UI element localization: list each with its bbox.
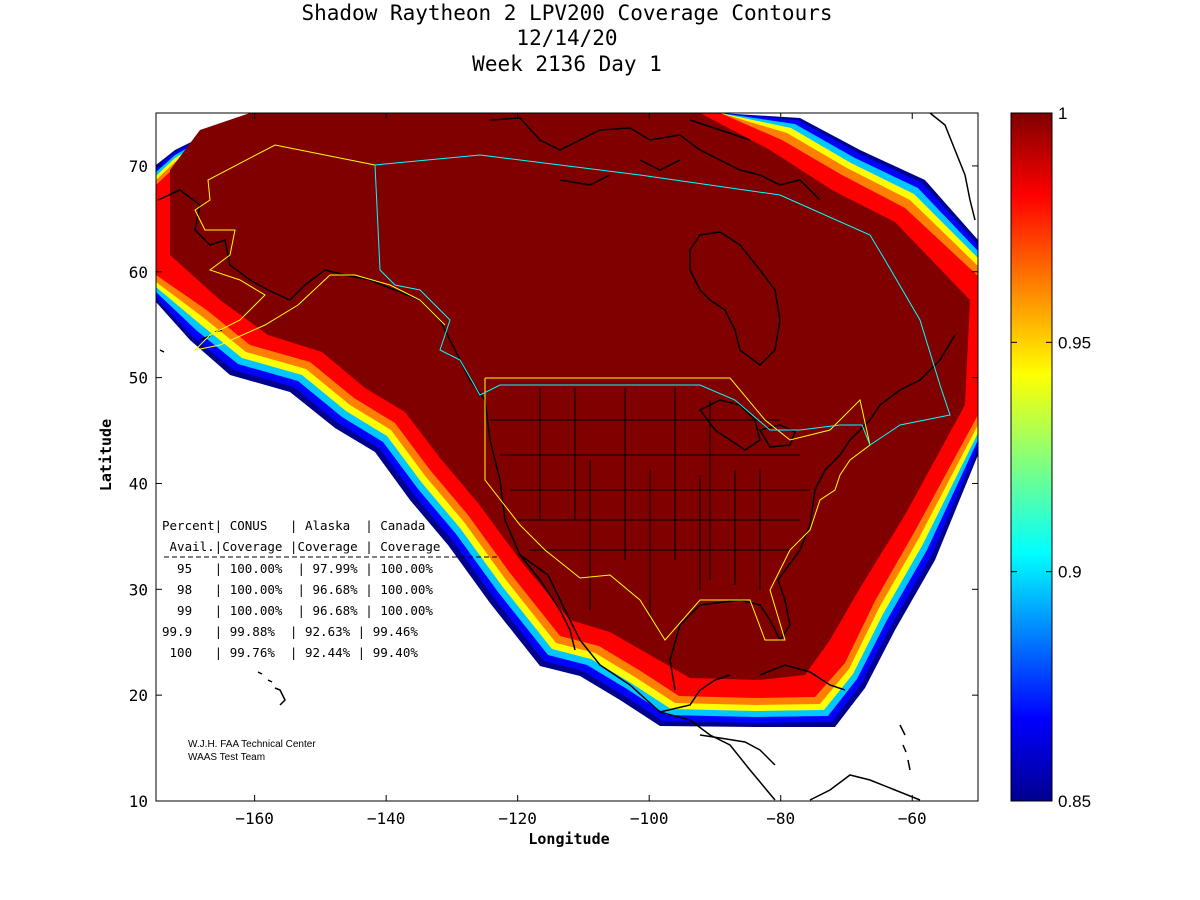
table-row: 100 | 99.76% | 92.44% | 99.40% <box>162 645 418 660</box>
south-america-coast <box>809 774 921 801</box>
arctic-islands <box>489 117 821 201</box>
baja-california <box>519 554 576 651</box>
colorbar-ticks: 1 0.95 0.9 0.85 <box>1011 104 1091 811</box>
x-axis-label: Longitude <box>528 830 609 848</box>
chart-title-line-3: Week 2136 Day 1 <box>472 52 662 76</box>
credit-line-2: WAAS Test Team <box>188 752 265 763</box>
table-header-row-1: Percent| CONUS | Alaska | Canada <box>162 518 425 533</box>
chart-title-line-1: Shadow Raytheon 2 LPV200 Coverage Contou… <box>301 1 833 25</box>
table-row: 95 | 100.00% | 97.99% | 100.00% <box>162 561 433 576</box>
x-tick-label: −80 <box>766 809 795 828</box>
canada-boundary <box>374 154 951 446</box>
y-axis-ticks: 10 20 30 40 50 60 70 <box>129 157 978 811</box>
table-row: 98 | 100.00% | 96.68% | 100.00% <box>162 582 433 597</box>
colorbar-tick-label: 0.9 <box>1058 563 1082 582</box>
alaska-coastline <box>157 189 451 341</box>
great-lakes <box>698 399 796 451</box>
alaska-boundary <box>193 144 446 351</box>
table-row: 99 | 100.00% | 96.68% | 100.00% <box>162 603 433 618</box>
y-tick-label: 70 <box>129 157 148 176</box>
colorbar-tick-label: 1 <box>1058 104 1067 123</box>
y-tick-label: 10 <box>129 792 148 811</box>
yucatan-peninsula <box>659 674 731 713</box>
y-tick-label: 60 <box>129 263 148 282</box>
hudson-bay <box>689 231 781 366</box>
table-header-row-2: Avail.|Coverage |Coverage | Coverage <box>162 539 440 554</box>
contour-band-max <box>170 113 970 680</box>
colorbar-tick-label: 0.85 <box>1058 792 1091 811</box>
coverage-stats-table: Percent| CONUS | Alaska | Canada Avail.|… <box>162 518 498 660</box>
conus-boundary <box>484 377 871 641</box>
y-tick-label: 50 <box>129 369 148 388</box>
x-tick-label: −120 <box>498 809 537 828</box>
east-coast <box>777 334 956 581</box>
table-row: 99.9 | 99.88% | 92.63% | 99.46% <box>162 624 418 639</box>
central-america <box>699 734 776 766</box>
colorbar-tick-label: 0.95 <box>1058 333 1091 352</box>
greenland-coast <box>929 113 976 221</box>
caribbean-islands <box>899 724 911 771</box>
colorbar <box>1010 112 1053 802</box>
credit-line-1: W.J.H. FAA Technical Center <box>188 739 316 750</box>
cuba <box>759 664 846 691</box>
y-tick-label: 40 <box>129 474 148 493</box>
x-axis-ticks: −160 −140 −120 −100 −80 −60 <box>235 113 927 828</box>
y-tick-label: 30 <box>129 580 148 599</box>
x-tick-label: −140 <box>367 809 406 828</box>
hawaii-islands <box>257 671 286 706</box>
x-tick-label: −60 <box>898 809 927 828</box>
y-tick-label: 20 <box>129 686 148 705</box>
state-borders <box>490 388 810 620</box>
state-border-lines <box>490 388 810 620</box>
gulf-coast <box>669 579 791 691</box>
plot-frame <box>155 112 979 802</box>
coastlines <box>157 113 976 801</box>
y-axis-label: Latitude <box>97 419 115 491</box>
x-tick-label: −100 <box>630 809 669 828</box>
x-tick-label: −160 <box>235 809 274 828</box>
chart-title-line-2: 12/14/20 <box>516 26 618 50</box>
region-boundaries <box>193 144 951 641</box>
